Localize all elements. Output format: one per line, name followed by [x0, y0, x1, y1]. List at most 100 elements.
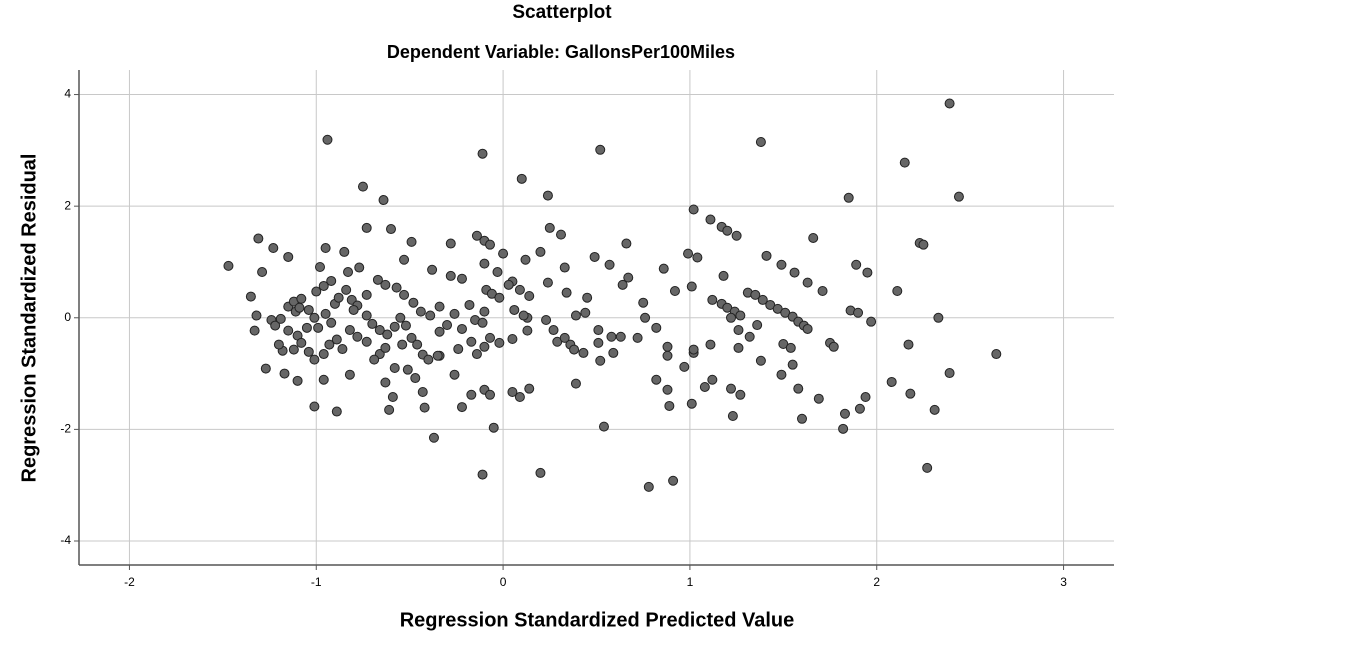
point: [339, 246, 350, 257]
point: [522, 325, 533, 336]
point: [449, 308, 460, 319]
point: [333, 292, 344, 303]
point: [397, 339, 408, 350]
point: [357, 181, 368, 192]
point: [707, 294, 718, 305]
points: [223, 98, 1002, 492]
point: [260, 363, 271, 374]
point: [789, 267, 800, 278]
point: [427, 264, 438, 275]
point: [802, 277, 813, 288]
point: [595, 144, 606, 155]
y-tick-label: -4: [60, 533, 71, 547]
point: [412, 339, 423, 350]
point: [479, 258, 490, 269]
point: [838, 423, 849, 434]
point: [692, 252, 703, 263]
point: [570, 378, 581, 389]
point: [860, 392, 871, 403]
point: [456, 323, 467, 334]
point: [348, 304, 359, 315]
point: [578, 347, 589, 358]
point: [389, 321, 400, 332]
point: [507, 387, 518, 398]
point: [408, 297, 419, 308]
point: [735, 310, 746, 321]
point: [326, 275, 337, 286]
point: [580, 307, 591, 318]
point: [313, 322, 324, 333]
point: [735, 389, 746, 400]
point: [402, 364, 413, 375]
point: [419, 402, 430, 413]
point: [589, 251, 600, 262]
point: [318, 374, 329, 385]
point: [944, 368, 955, 379]
point: [400, 320, 411, 331]
point: [733, 342, 744, 353]
point: [679, 361, 690, 372]
point: [705, 339, 716, 350]
point: [615, 331, 626, 342]
point: [434, 301, 445, 312]
point: [524, 383, 535, 394]
point: [514, 392, 525, 403]
point: [570, 310, 581, 321]
point: [296, 337, 307, 348]
point: [683, 248, 694, 259]
grid: [74, 70, 1114, 570]
point: [595, 355, 606, 366]
point: [593, 337, 604, 348]
point: [991, 349, 1002, 360]
point: [442, 320, 453, 331]
point: [886, 376, 897, 387]
point: [750, 289, 761, 300]
point: [561, 287, 572, 298]
point: [722, 225, 733, 236]
point: [569, 344, 580, 355]
point: [385, 224, 396, 235]
point: [449, 369, 460, 380]
point: [477, 469, 488, 480]
point: [686, 398, 697, 409]
point: [337, 344, 348, 355]
point: [507, 333, 518, 344]
point: [718, 270, 729, 281]
point: [415, 306, 426, 317]
point: [324, 339, 335, 350]
point: [273, 339, 284, 350]
point: [294, 302, 305, 313]
x-axis-label: Regression Standardized Predicted Value: [400, 609, 795, 631]
point: [432, 350, 443, 361]
point: [309, 312, 320, 323]
point: [851, 259, 862, 270]
point: [520, 254, 531, 265]
point: [524, 291, 535, 302]
point: [344, 325, 355, 336]
point: [643, 481, 654, 492]
point: [556, 229, 567, 240]
point: [479, 306, 490, 317]
point: [776, 259, 787, 270]
point: [303, 304, 314, 315]
point: [608, 347, 619, 358]
x-tick-label: -1: [311, 575, 322, 589]
point: [668, 475, 679, 486]
point: [354, 262, 365, 273]
point: [471, 230, 482, 241]
point: [535, 246, 546, 257]
point: [727, 410, 738, 421]
point: [341, 284, 352, 295]
point: [369, 354, 380, 365]
point: [516, 173, 527, 184]
point: [593, 325, 604, 336]
point: [548, 325, 559, 336]
point: [417, 387, 428, 398]
point: [843, 192, 854, 203]
point: [378, 195, 389, 206]
point: [518, 310, 529, 321]
point: [445, 270, 456, 281]
point: [315, 261, 326, 272]
point: [922, 462, 933, 473]
